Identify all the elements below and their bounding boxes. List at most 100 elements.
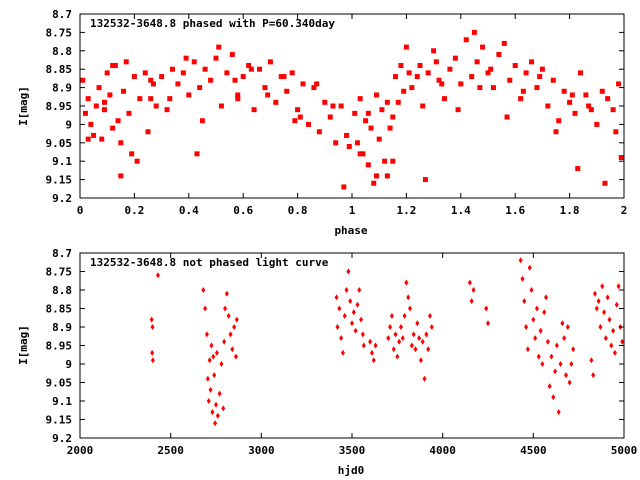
phased-data-point [148,77,154,83]
phased-data-point [395,99,401,105]
light-curve-data-point [361,342,366,349]
light-curve-data-point [525,346,530,353]
phased-data-point [599,88,605,94]
light-curve-data-point [522,298,527,305]
phased-ticks: 0 0.2 0.4 0.6 0.8 1 1.2 1.4 1.6 1.8 2 8.7 8.75 8.8 8.8… [46,8,628,217]
phased-data-point [281,74,287,80]
phased-data-point [142,70,148,76]
phased-data-point [88,121,94,127]
phased-data-point [118,173,124,179]
light-curve-data-point [344,287,349,293]
phased-data-point [363,118,369,124]
light-curve-points [149,257,625,427]
light-curve-data-point [529,287,534,293]
phased-data-point [300,81,306,87]
phased-data-point [474,59,480,65]
light-curve-data-point [395,353,400,360]
phased-x-tick-label: 1.6 [505,204,525,217]
phased-data-point [480,44,486,50]
phased-data-point [384,99,390,105]
phased-data-point [232,77,238,83]
light-curve-data-point [602,309,607,316]
phased-data-point [458,81,464,87]
phased-data-point [183,55,189,61]
phased-data-point [316,129,322,135]
phased-data-point [523,70,529,76]
light-curve-data-point [368,338,373,345]
light-curve-data-point [391,346,396,353]
phased-data-point [583,92,589,98]
phased-data-point [436,77,442,83]
phased-data-point [441,96,447,102]
phased-data-point [175,81,181,87]
light-curve-data-point [371,357,376,364]
light-curve-data-point [471,287,476,293]
phased-data-point [520,88,526,94]
light-curve-data-point [605,294,610,301]
light-curve-data-point [418,357,423,364]
light-curve-data-point [569,361,574,367]
phased-y-tick-label: 9.2 [52,192,72,205]
phased-y-tick-label: 9 [65,118,72,131]
phased-data-point [262,85,268,91]
light-curve-data-point [534,305,539,312]
light-curve-y-axis-label: I[mag] [17,325,30,365]
light-curve-x-tick-label: 3000 [248,444,275,457]
light-curve-data-point [589,357,594,364]
light-curve-data-point [212,372,217,379]
light-curve-data-point [567,379,572,386]
phased-data-point [594,121,600,127]
phased-data-point [616,81,622,87]
light-curve-data-point [611,327,616,334]
light-curve-data-point [486,320,490,327]
light-curve-data-point [210,409,215,416]
light-curve-y-tick-label: 8.7 [52,247,72,260]
light-curve-data-point [518,257,523,264]
phased-data-point [257,66,263,72]
phased-data-point [224,70,230,76]
light-curve-data-point [560,320,565,327]
phased-data-point [618,155,624,161]
phased-x-tick-label: 0.6 [233,204,253,217]
phased-data-point [403,44,409,50]
phased-data-point [398,63,404,69]
light-curve-data-point [205,375,210,382]
light-curve-data-point [150,349,155,356]
light-curve-data-point [408,305,413,312]
phased-data-point [420,103,426,109]
phased-data-point [123,59,129,65]
phased-x-tick-label: 1.2 [396,204,416,217]
light-curve-data-point [603,335,608,342]
phased-data-point [433,59,439,65]
phased-data-point [463,37,469,43]
light-curve-data-point [571,346,576,353]
phased-data-point [129,151,135,157]
phased-data-point [322,99,328,105]
light-curve-data-point [426,346,431,353]
phased-data-point [501,40,507,46]
light-curve-data-point [351,309,356,316]
light-curve-data-point [536,353,541,360]
phased-data-point [504,114,510,120]
light-curve-data-point [558,361,563,367]
light-curve-data-point [393,331,398,338]
phased-data-point [376,136,382,142]
phased-data-point [341,184,347,190]
phased-data-point [110,63,116,69]
light-curve-data-point [217,390,222,397]
phased-x-tick-label: 2 [621,204,628,217]
light-curve-data-point [150,357,155,364]
phased-data-point [251,107,257,113]
phased-data-point [382,158,388,164]
phased-y-tick-label: 8.95 [46,100,73,113]
light-curve-data-point [609,342,614,349]
phased-data-point [104,70,110,76]
light-curve-data-point [424,331,429,338]
light-curve-data-point [484,305,489,312]
light-curve-data-point [232,324,237,330]
phased-data-point [569,92,575,98]
light-curve-data-point [398,324,403,330]
phased-y-tick-label: 8.85 [46,63,73,76]
phased-x-tick-label: 0 [77,204,84,217]
